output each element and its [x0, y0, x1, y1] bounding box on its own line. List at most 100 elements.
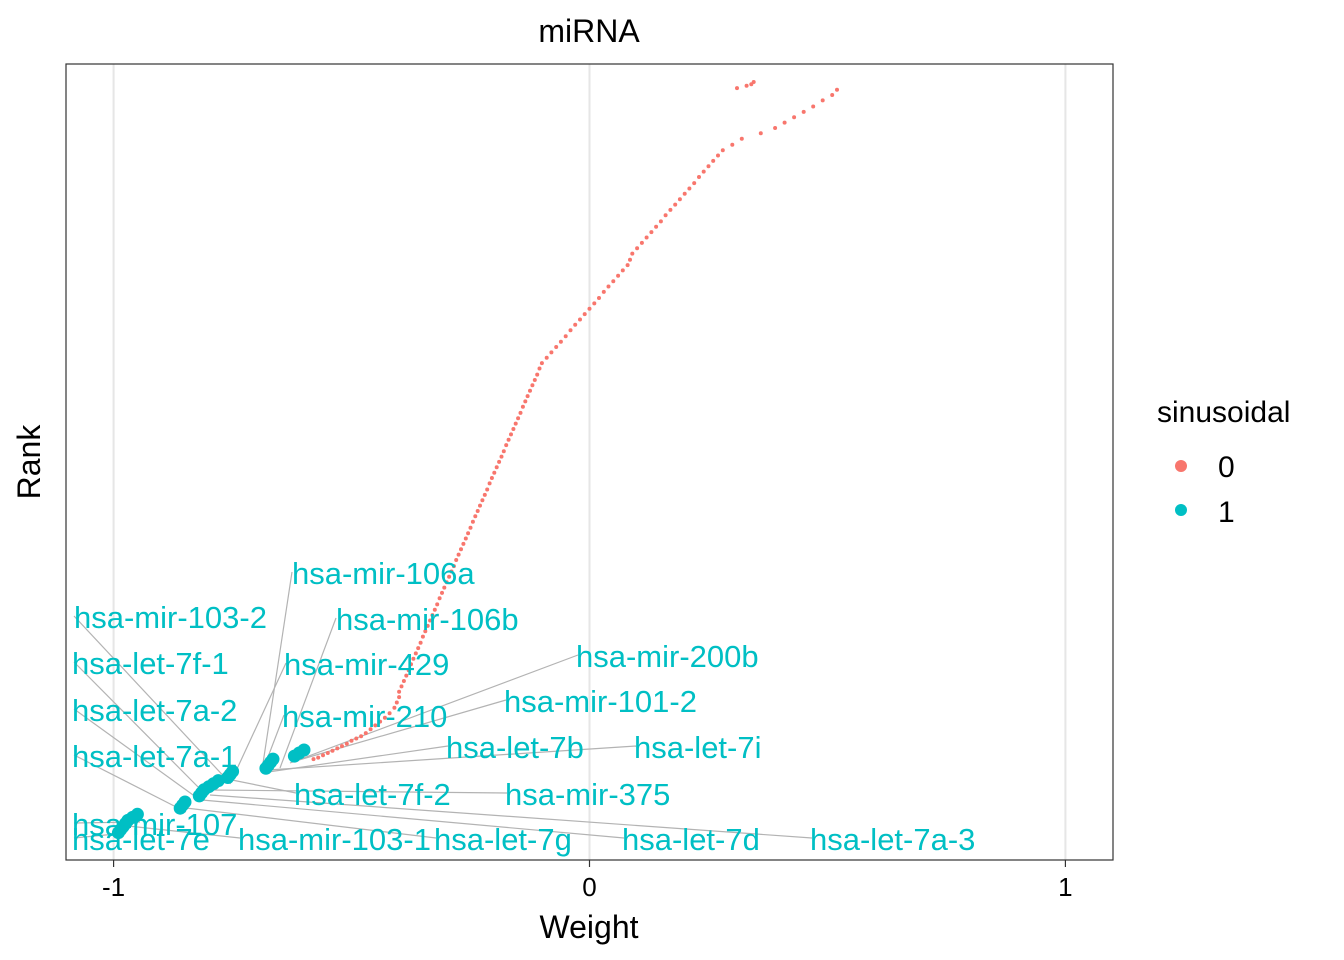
- data-point-series-0: [528, 388, 532, 393]
- data-point-series-0: [459, 547, 463, 552]
- data-point-series-0: [418, 640, 423, 645]
- legend-label-1: 1: [1218, 496, 1235, 529]
- data-point-series-0: [635, 246, 640, 251]
- label-connector: [201, 799, 625, 839]
- point-label: hsa-let-7g: [434, 822, 572, 857]
- point-label: hsa-mir-107: [72, 807, 237, 842]
- data-point-series-0: [325, 751, 330, 755]
- data-point-series-0: [509, 432, 513, 437]
- data-point-series-1: [266, 752, 280, 766]
- data-point-series-0: [587, 306, 592, 311]
- data-point-series-0: [677, 197, 682, 202]
- data-point-series-0: [720, 148, 725, 153]
- point-label: hsa-let-7a-3: [810, 822, 975, 857]
- data-point-series-0: [321, 753, 325, 758]
- data-point-series-0: [592, 301, 597, 306]
- point-label: hsa-let-7f-2: [294, 777, 451, 812]
- data-point-series-0: [494, 465, 499, 470]
- data-point-series-0: [406, 668, 411, 673]
- data-point-series-0: [820, 98, 825, 103]
- data-point-series-0: [625, 263, 630, 268]
- data-point-series-0: [530, 383, 535, 388]
- data-point-series-0: [639, 240, 644, 245]
- data-point-series-0: [701, 169, 706, 174]
- point-labels: hsa-mir-106a hsa-mir-103-2 hsa-mir-106b hsa…: [72, 556, 975, 857]
- data-point-series-0: [485, 487, 490, 492]
- data-point-series-0: [801, 109, 806, 114]
- data-point-series-0: [423, 629, 428, 634]
- data-point-series-0: [475, 509, 480, 513]
- data-point-series-0: [673, 202, 678, 207]
- data-point-series-0: [387, 711, 392, 716]
- data-point-series-0: [359, 734, 364, 739]
- data-point-series-0: [409, 662, 413, 667]
- data-point-series-0: [628, 257, 632, 262]
- label-connector: [127, 825, 241, 839]
- chart-title: miRNA: [538, 13, 640, 49]
- data-point-series-1: [297, 743, 311, 757]
- data-point-series-0: [340, 744, 344, 749]
- data-point-series-0: [416, 646, 421, 651]
- data-point-series-0: [682, 191, 687, 196]
- data-point-series-0: [504, 443, 509, 448]
- data-point-series-0: [473, 514, 478, 519]
- data-point-series-0: [663, 213, 668, 218]
- data-point-series-0: [330, 748, 335, 753]
- x-tick-label: -1: [102, 872, 125, 902]
- data-point-series-0: [716, 153, 720, 158]
- data-point-series-0: [568, 328, 573, 333]
- data-point-series-0: [668, 207, 673, 212]
- data-point-series-0: [413, 651, 418, 656]
- data-point-series-0: [420, 634, 425, 639]
- data-point-series-0: [535, 372, 540, 377]
- data-point-series-0: [654, 224, 659, 229]
- label-connector: [229, 662, 287, 785]
- data-point-series-0: [425, 623, 430, 628]
- point-label: hsa-mir-103-2: [74, 600, 267, 635]
- point-label: hsa-mir-375: [505, 777, 670, 812]
- label-connector: [267, 745, 637, 771]
- point-label: hsa-let-7i: [634, 730, 762, 765]
- label-connector: [73, 708, 201, 801]
- data-point-series-0: [697, 175, 701, 179]
- data-point-series-0: [442, 585, 447, 590]
- data-point-series-0: [487, 481, 492, 486]
- legend-title: sinusoidal: [1157, 396, 1290, 429]
- data-point-series-0: [516, 416, 521, 421]
- data-point-series-0: [397, 695, 402, 700]
- data-point-series-0: [611, 279, 616, 284]
- point-label: hsa-let-7e: [72, 822, 210, 857]
- data-point-series-0: [692, 181, 697, 186]
- point-label: hsa-mir-103-1: [238, 822, 431, 857]
- data-point-series-0: [430, 613, 435, 618]
- data-point-series-0: [544, 355, 549, 360]
- data-point-series-0: [411, 656, 416, 661]
- point-label: hsa-let-7f-1: [72, 646, 229, 681]
- label-connector: [185, 807, 437, 839]
- data-point-series-0: [480, 498, 485, 503]
- grid-lines: [112, 64, 1067, 860]
- data-point-series-0: [404, 673, 409, 678]
- data-point-series-0: [492, 470, 497, 475]
- data-point-series-0: [399, 684, 404, 689]
- point-label: hsa-mir-106a: [292, 556, 475, 591]
- data-point-series-0: [549, 350, 554, 355]
- data-point-series-0: [739, 136, 744, 141]
- data-point-series-0: [830, 93, 835, 97]
- data-point-series-0: [758, 131, 763, 136]
- data-point-series-0: [518, 410, 523, 415]
- data-point-series-0: [773, 126, 778, 130]
- point-label: hsa-mir-210: [282, 699, 447, 734]
- data-point-series-0: [630, 251, 635, 256]
- data-point-series-0: [432, 607, 437, 612]
- point-label: hsa-mir-106b: [336, 602, 519, 637]
- data-point-series-0: [792, 115, 797, 120]
- data-point-series-0: [751, 80, 756, 84]
- data-point-series-0: [447, 574, 452, 579]
- data-point-series-0: [711, 158, 716, 163]
- data-point-series-0: [354, 736, 359, 741]
- data-point-series-0: [563, 334, 568, 339]
- x-axis-ticks: -1 0 1: [102, 860, 1073, 902]
- data-point-series-0: [435, 602, 440, 607]
